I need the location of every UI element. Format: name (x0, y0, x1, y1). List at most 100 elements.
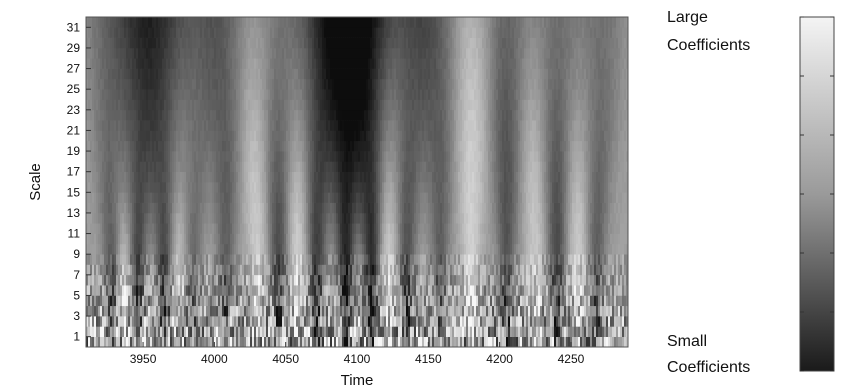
heatmap-cell (174, 212, 177, 224)
heatmap-cell (210, 264, 213, 276)
heatmap-cell (416, 223, 419, 234)
heatmap-cell (576, 254, 579, 265)
heatmap-cell (456, 182, 459, 193)
heatmap-cell (102, 202, 105, 214)
heatmap-cell (156, 316, 159, 327)
heatmap-cell (406, 305, 409, 317)
heatmap-cell (368, 336, 371, 347)
heatmap-cell (122, 295, 125, 307)
heatmap-cell (418, 316, 421, 327)
heatmap-cell (586, 243, 589, 255)
heatmap-cell (300, 243, 303, 255)
heatmap-cell (402, 223, 405, 234)
heatmap-cell (316, 192, 319, 203)
heatmap-cell (520, 233, 523, 245)
heatmap-cell (432, 233, 435, 245)
heatmap-cell (142, 223, 145, 234)
heatmap-cell (416, 274, 419, 286)
heatmap-cell (258, 264, 261, 276)
heatmap-cell (176, 254, 179, 265)
heatmap-cell (292, 326, 295, 337)
heatmap-cell (268, 212, 271, 224)
heatmap-cell (224, 285, 227, 296)
heatmap-cell (88, 274, 91, 286)
heatmap-cell (250, 254, 253, 265)
heatmap-cell (324, 254, 327, 265)
heatmap-cell (322, 202, 325, 214)
heatmap-cell (262, 171, 265, 183)
heatmap-cell (402, 336, 405, 347)
heatmap-cell (406, 295, 409, 307)
heatmap-cell (356, 326, 359, 337)
heatmap-cell (558, 285, 561, 296)
heatmap-cell (522, 171, 525, 183)
heatmap-cell (460, 285, 463, 296)
heatmap-cell (336, 264, 339, 276)
heatmap-cell (290, 274, 293, 286)
heatmap-cell (118, 295, 121, 307)
heatmap-cell (598, 212, 601, 224)
heatmap-cell (496, 274, 499, 286)
heatmap-cell (480, 285, 483, 296)
heatmap-cell (368, 305, 371, 317)
heatmap-cell (402, 326, 405, 337)
heatmap-cell (558, 161, 561, 172)
heatmap-cell (196, 254, 199, 265)
heatmap-cell (488, 295, 491, 307)
heatmap-cell (264, 285, 267, 296)
heatmap-cell (128, 295, 131, 307)
heatmap-cell (508, 171, 511, 183)
heatmap-cell (298, 233, 301, 245)
heatmap-cell (270, 182, 273, 193)
heatmap-cell (436, 192, 439, 203)
heatmap-cell (156, 151, 159, 162)
heatmap-cell (226, 192, 229, 203)
heatmap-cell (266, 223, 269, 234)
heatmap-cell (552, 243, 555, 255)
heatmap-cell (456, 212, 459, 224)
heatmap-cell (228, 243, 231, 255)
heatmap-cell (480, 243, 483, 255)
heatmap-cell (158, 192, 161, 203)
heatmap-cell (500, 202, 503, 214)
heatmap-cell (364, 336, 367, 347)
heatmap-cell (204, 233, 207, 245)
heatmap-cell (586, 161, 589, 172)
heatmap-cell (400, 171, 403, 183)
heatmap-cell (104, 233, 107, 245)
heatmap-cell (242, 336, 245, 347)
heatmap-cell (156, 336, 159, 347)
heatmap-cell (88, 192, 91, 203)
heatmap-cell (526, 316, 529, 327)
heatmap-cell (434, 336, 437, 347)
heatmap-cell (104, 274, 107, 286)
heatmap-cell (346, 171, 349, 183)
heatmap-cell (422, 316, 425, 327)
heatmap-cell (114, 305, 117, 317)
heatmap-cell (102, 151, 105, 162)
heatmap-cell (386, 212, 389, 224)
heatmap-cell (258, 182, 261, 193)
heatmap-cell (572, 202, 575, 214)
heatmap-cell (284, 326, 287, 337)
heatmap-cell (418, 171, 421, 183)
heatmap-cell (510, 192, 513, 203)
heatmap-cell (536, 202, 539, 214)
heatmap-cell (204, 264, 207, 276)
heatmap-cell (618, 161, 621, 172)
heatmap-cell (96, 212, 99, 224)
heatmap-cell (514, 274, 517, 286)
heatmap-cell (548, 274, 551, 286)
heatmap-cell (398, 264, 401, 276)
heatmap-cell (406, 243, 409, 255)
heatmap-cell (194, 161, 197, 172)
heatmap-cell (188, 212, 191, 224)
heatmap-cell (234, 223, 237, 234)
heatmap-cell (612, 274, 615, 286)
heatmap-cell (158, 285, 161, 296)
heatmap-cell (574, 316, 577, 327)
heatmap-cell (126, 212, 129, 224)
heatmap-cell (450, 305, 453, 317)
heatmap-cell (370, 285, 373, 296)
heatmap-cell (444, 285, 447, 296)
